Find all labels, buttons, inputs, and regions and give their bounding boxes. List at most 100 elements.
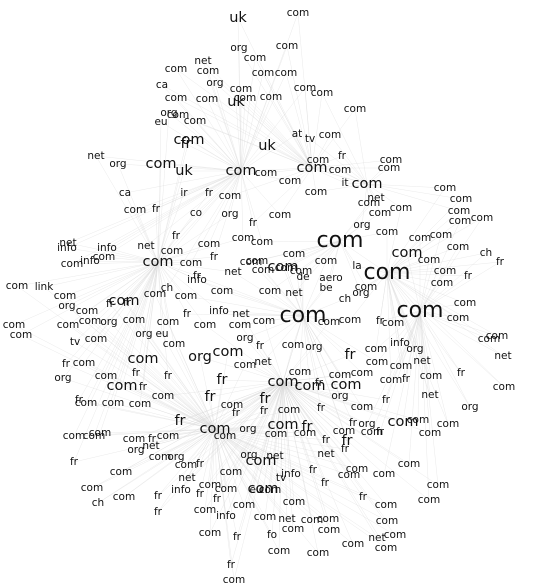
node-label-com: com [392, 245, 423, 261]
graph-edge [262, 361, 284, 383]
graph-edge [159, 381, 284, 458]
graph-edge [214, 428, 271, 491]
graph-edge [302, 240, 341, 278]
graph-edge [62, 261, 159, 379]
graph-edge [366, 183, 446, 189]
graph-edge [168, 112, 242, 172]
graph-edge [302, 298, 346, 317]
graph-edge [240, 145, 268, 172]
graph-edge [386, 272, 407, 380]
node-label-net: net [232, 308, 249, 320]
node-label-fr: fr [106, 298, 115, 310]
graph-edge [386, 234, 442, 274]
graph-edge [386, 272, 471, 408]
node-label-com: com [275, 262, 297, 274]
node-label-com: com [61, 258, 83, 270]
graph-edge [244, 364, 284, 383]
graph-edge [214, 428, 238, 538]
node-label-com: com [167, 109, 189, 121]
node-label-uk: uk [229, 10, 247, 26]
graph-edge [419, 246, 459, 312]
graph-edge [66, 261, 159, 307]
node-label-com: com [79, 315, 101, 327]
graph-edge [419, 310, 431, 434]
graph-edge [157, 250, 173, 263]
graph-edge [339, 231, 388, 242]
node-label-com: com [223, 574, 245, 584]
graph-edge [259, 315, 304, 347]
node-label-com: com [478, 333, 500, 345]
graph-edge [83, 261, 159, 364]
node-label-com: com [307, 154, 329, 166]
graph-edge [66, 247, 159, 263]
node-label-org: org [135, 328, 152, 340]
node-label-com: com [431, 277, 453, 289]
graph-edge [292, 315, 304, 346]
graph-edge [419, 310, 439, 486]
node-label-com: com [388, 414, 419, 430]
node-label-fr: fr [260, 405, 269, 417]
graph-edge [282, 354, 351, 383]
node-label-com: com [434, 182, 456, 194]
graph-edge [386, 237, 421, 274]
node-label-fr: fr [183, 308, 192, 320]
graph-edge [89, 170, 242, 262]
graph-edge [339, 197, 377, 242]
node-label-com: com [194, 319, 216, 331]
node-label-com: com [198, 238, 220, 250]
graph-edge [214, 428, 319, 554]
graph-edge [214, 82, 242, 172]
graph-edge [73, 261, 159, 437]
graph-edge [309, 138, 368, 185]
node-label-org: org [406, 343, 423, 355]
graph-edge [157, 256, 215, 263]
graph-edge [175, 381, 284, 458]
graph-edge [386, 187, 446, 274]
node-label-fr: fr [382, 394, 391, 406]
graph-edge [157, 261, 187, 297]
graph-edge [157, 261, 198, 277]
graph-edge [97, 428, 216, 504]
node-label-fr: fr [402, 373, 411, 385]
graph-edge [133, 428, 216, 440]
graph-edge [293, 253, 304, 317]
node-label-aero: aero [319, 272, 342, 284]
graph-edge [175, 170, 242, 237]
graph-edge [238, 47, 313, 169]
node-label-fr: fr [249, 217, 258, 229]
node-label-com: com [259, 484, 281, 496]
graph-edge [43, 261, 159, 288]
node-label-fr: fr [338, 150, 347, 162]
graph-edge [302, 315, 330, 323]
graph-edge [157, 235, 177, 263]
node-label-com: com [3, 319, 25, 331]
node-label-fr: fr [227, 559, 236, 571]
node-label-com: com [75, 397, 97, 409]
graph-edge [406, 252, 421, 312]
node-label-net: net [367, 192, 384, 204]
node-label-eu: eu [155, 328, 168, 340]
node-label-org: org [100, 316, 117, 328]
node-label-com: com [200, 421, 231, 437]
graph-edge [379, 310, 421, 322]
node-label-com: com [407, 414, 429, 426]
node-label-net: net [254, 356, 271, 368]
graph-edge [386, 259, 430, 274]
graph-edge [123, 428, 216, 498]
graph-edge [285, 240, 341, 269]
graph-edge [282, 381, 346, 450]
node-label-com: com [128, 351, 159, 367]
graph-edge [112, 261, 159, 404]
node-label-info: info [281, 468, 301, 480]
graph-edge [99, 261, 159, 434]
node-label-com: com [397, 298, 444, 323]
graph-edge [386, 272, 504, 357]
graph-edge [157, 170, 185, 263]
graph-edge [157, 428, 216, 497]
graph-edge [67, 261, 159, 326]
graph-edge [282, 381, 319, 554]
graph-edge [103, 256, 159, 263]
node-label-com: com [95, 370, 117, 382]
node-label-com: com [165, 63, 187, 75]
graph-edge [417, 310, 421, 421]
